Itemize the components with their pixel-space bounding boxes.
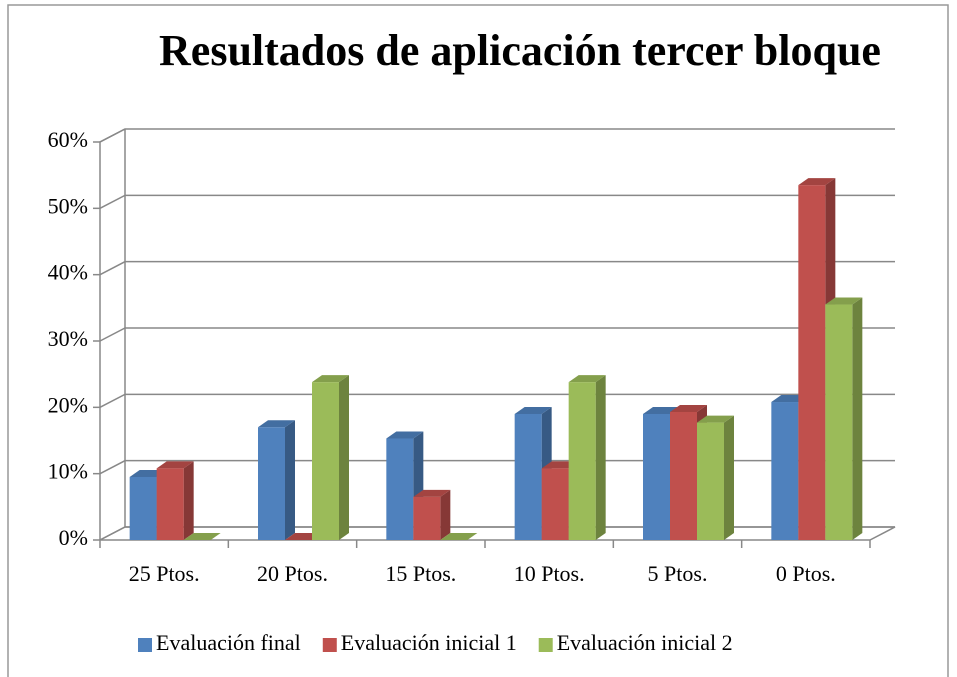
bar [514, 413, 542, 540]
bar-top [258, 420, 295, 428]
x-tick-label: 5 Ptos. [648, 561, 708, 586]
bar-side [595, 375, 606, 540]
bar-side [852, 297, 863, 540]
y-tick-label: 0% [59, 525, 88, 550]
bar [312, 382, 339, 540]
bar-side [724, 415, 734, 540]
bar-top [413, 489, 451, 497]
bar [798, 185, 826, 540]
bar-side [339, 375, 349, 540]
bar-top [440, 533, 478, 540]
y-tick-label: 50% [48, 193, 88, 218]
bar-side [183, 461, 194, 540]
bar [413, 496, 441, 540]
y-tick-label: 20% [48, 392, 88, 417]
y-tick-label: 10% [48, 459, 88, 484]
bar-side [440, 489, 451, 540]
bar-top [514, 406, 552, 414]
grid-line [99, 459, 895, 475]
grid-line [99, 260, 895, 276]
bar [129, 476, 157, 540]
bar [541, 468, 569, 540]
legend-label: Evaluación final [156, 630, 301, 655]
grid-line [99, 128, 895, 143]
x-tick-label: 25 Ptos. [129, 561, 200, 586]
bar [386, 438, 414, 540]
bar-top [183, 533, 221, 540]
grid-line [99, 194, 895, 209]
bar-top [825, 297, 863, 305]
grid-line [99, 393, 895, 408]
legend-swatch [138, 638, 152, 652]
x-tick-label: 0 Ptos. [776, 561, 836, 586]
chart-border [7, 4, 949, 677]
legend-swatch [322, 638, 337, 652]
bar-top [156, 461, 194, 469]
bar-top [386, 431, 424, 439]
bar [771, 402, 799, 540]
bar [258, 427, 285, 540]
grid-line [99, 327, 895, 342]
bar [568, 382, 596, 540]
bar [156, 468, 184, 540]
bar-top [312, 375, 349, 383]
y-tick-label: 60% [48, 127, 88, 152]
bar-top [697, 415, 734, 423]
x-tick-label: 10 Ptos. [514, 561, 585, 586]
chart-title: Resultados de aplicación tercer bloque [159, 26, 881, 75]
x-tick-label: 20 Ptos. [257, 561, 328, 586]
bar [643, 413, 670, 540]
bar-top [798, 178, 836, 186]
bar-side [285, 420, 295, 540]
bar-top [670, 404, 707, 412]
y-tick-label: 40% [48, 260, 88, 285]
bar [670, 411, 697, 540]
grid-line [99, 526, 895, 541]
x-tick-label: 15 Ptos. [385, 561, 456, 586]
y-tick-label: 30% [48, 326, 88, 351]
legend-label: Evaluación inicial 1 [341, 630, 517, 655]
bar-top [568, 375, 606, 383]
legend-label: Evaluación inicial 2 [557, 630, 733, 655]
legend-swatch [538, 638, 553, 652]
bar [825, 304, 853, 540]
bar [697, 422, 724, 540]
